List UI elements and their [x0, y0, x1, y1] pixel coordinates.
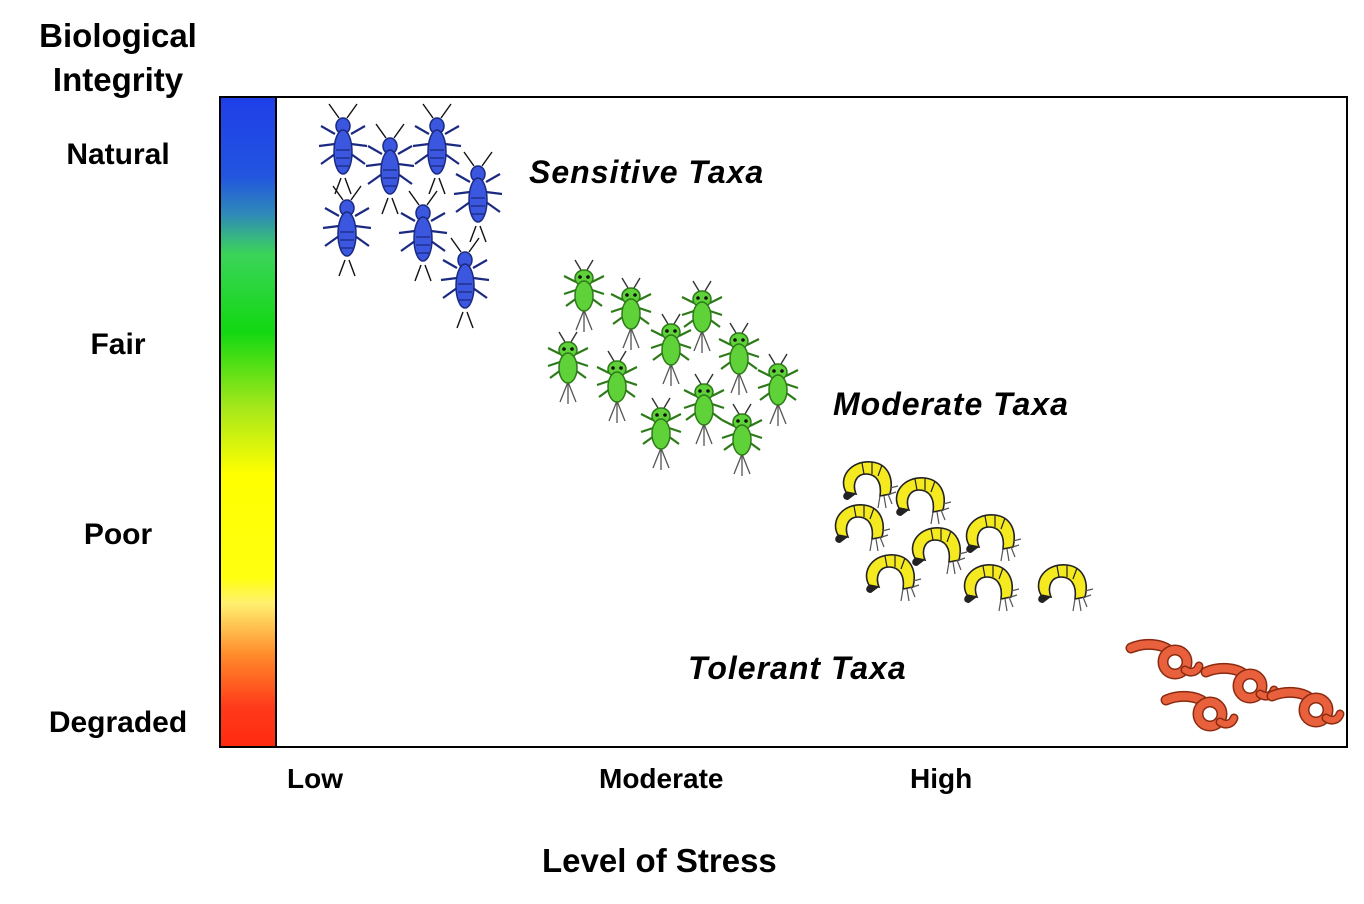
sensitive-taxa-label: Sensitive Taxa: [529, 154, 765, 190]
x-axis-title: Level of Stress: [542, 842, 777, 879]
scud-icon: [842, 461, 899, 509]
y-level-fair: Fair: [90, 328, 146, 361]
x-level-low: Low: [287, 763, 343, 794]
mayfly-icon: [720, 402, 764, 478]
scud-icon: [965, 514, 1022, 562]
stonefly-icon: [411, 102, 463, 196]
mayfly-icon: [717, 321, 761, 397]
x-level-moderate: Moderate: [599, 763, 724, 794]
mayfly-icon: [546, 330, 590, 406]
mayfly-icon: [639, 396, 683, 472]
stonefly-icon: [452, 150, 504, 244]
y-level-natural: Natural: [66, 138, 170, 171]
scud-icon: [895, 477, 952, 525]
stonefly-icon: [439, 236, 491, 330]
scud-icon: [1037, 564, 1094, 612]
stonefly-icon: [364, 122, 416, 216]
y-level-poor: Poor: [83, 518, 153, 551]
worm-icon: [1206, 668, 1274, 698]
mayfly-icon: [649, 312, 693, 388]
stonefly-icon: [317, 102, 369, 196]
y-axis-title: Biological Integrity: [18, 14, 218, 102]
y-axis-title-line2: Integrity: [52, 61, 184, 98]
mayfly-icon: [595, 349, 639, 425]
tolerant-taxa-label: Tolerant Taxa: [688, 650, 907, 686]
mayfly-icon: [562, 258, 606, 334]
y-axis-title-line1: Biological: [39, 17, 197, 54]
scud-icon: [834, 504, 891, 552]
plot-frame: [219, 96, 1348, 748]
integrity-gradient-bar: [219, 96, 277, 748]
mayfly-icon: [756, 352, 800, 428]
y-level-degraded: Degraded: [48, 706, 188, 739]
mayfly-icon: [680, 279, 724, 355]
stonefly-icon: [321, 184, 373, 278]
moderate-taxa-label: Moderate Taxa: [833, 386, 1069, 422]
mayfly-icon: [609, 276, 653, 352]
scud-icon: [963, 564, 1020, 612]
worm-icon: [1166, 696, 1234, 726]
worm-icon: [1131, 644, 1199, 674]
worm-icon: [1272, 692, 1340, 722]
x-level-high: High: [910, 763, 973, 794]
scud-icon: [911, 527, 968, 575]
mayfly-icon: [682, 372, 726, 448]
stonefly-icon: [397, 189, 449, 283]
